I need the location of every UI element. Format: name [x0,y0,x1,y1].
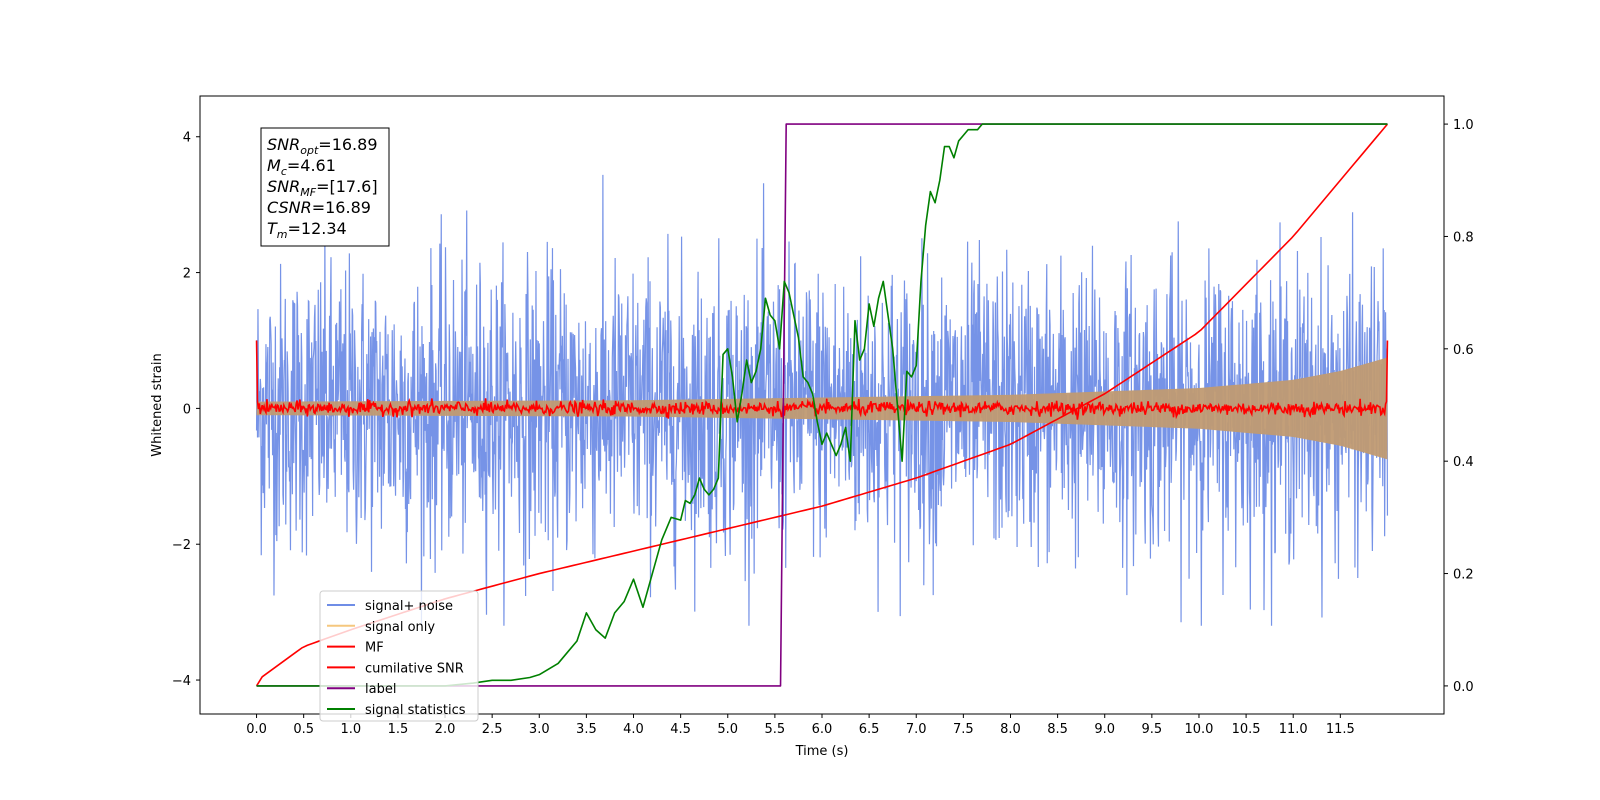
x-tick-label: 9.5 [1142,722,1163,737]
x-tick-label: 3.5 [576,722,597,737]
legend: signal+ noise signal only MF cumilative SNR… [319,590,479,722]
x-tick-label: 6.5 [859,722,880,737]
x-tick-label: 8.0 [1000,722,1021,737]
x-tick-label: 7.5 [953,722,974,737]
x-tick-label: 0.0 [246,722,267,737]
x-tick-label: 3.0 [529,722,550,737]
y-right-tick-label: 1.0 [1453,118,1474,133]
x-tick-label: 9.0 [1094,722,1115,737]
annotation-line: Mc=4.61 [267,156,336,178]
y-left-tick-label: −4 [172,674,191,689]
x-tick-label: 2.0 [435,722,456,737]
y-axis-title: Whitened strain [150,353,165,456]
y-left-axis-ticks: −4 −2 0 2 4 [172,131,200,689]
x-tick-label: 8.5 [1047,722,1068,737]
x-tick-label: 10.0 [1184,722,1213,737]
x-tick-label: 11.5 [1326,722,1355,737]
legend-label: label [365,682,396,697]
x-tick-label: 1.0 [340,722,361,737]
x-tick-label: 4.5 [670,722,691,737]
x-tick-label: 4.0 [623,722,644,737]
y-right-tick-label: 0.0 [1453,680,1474,695]
legend-label: signal statistics [365,703,466,718]
stats-annotation-box: SNRopt=16.89Mc=4.61SNRMF=[17.6]CSNR=16.8… [260,127,390,247]
x-tick-label: 1.5 [388,722,409,737]
legend-frame [319,590,479,722]
x-tick-label: 5.0 [717,722,738,737]
annotation-frame [260,127,390,247]
x-tick-label: 0.5 [293,722,314,737]
legend-label: signal only [365,620,435,635]
y-right-tick-label: 0.2 [1453,568,1474,583]
y-left-tick-label: −2 [172,538,191,553]
x-tick-label: 10.5 [1232,722,1261,737]
y-right-axis-ticks: 0.0 0.2 0.4 0.6 0.8 1.0 [1444,118,1474,695]
x-axis-title: Time (s) [795,744,849,759]
annotation-line: CSNR=16.89 [267,198,371,217]
x-tick-label: 2.5 [482,722,503,737]
x-tick-label: 11.0 [1279,722,1308,737]
x-tick-label: 6.0 [812,722,833,737]
x-tick-label: 5.5 [765,722,786,737]
legend-label: signal+ noise [365,599,453,614]
y-left-tick-label: 2 [183,267,191,282]
y-left-tick-label: 0 [183,402,191,417]
annotation-line: Tm=12.34 [267,219,347,241]
y-left-tick-label: 4 [183,131,191,146]
legend-label: cumilative SNR [365,661,464,676]
signal-statistics-line [256,123,1388,687]
y-right-tick-label: 0.8 [1453,230,1474,245]
legend-label: MF [365,641,384,656]
annotation-line: SNRopt=16.89 [267,135,378,157]
annotation-line: SNRMF=[17.6] [267,177,378,199]
x-axis-ticks: 0.0 0.5 1.0 1.5 2.0 2.5 3.0 3.5 4.0 4.5 5.0 5.5 6.0 6… [246,714,1355,737]
y-right-tick-label: 0.6 [1453,343,1474,358]
y-right-tick-label: 0.4 [1453,455,1474,470]
mf-line [255,340,1389,420]
x-tick-label: 7.0 [906,722,927,737]
